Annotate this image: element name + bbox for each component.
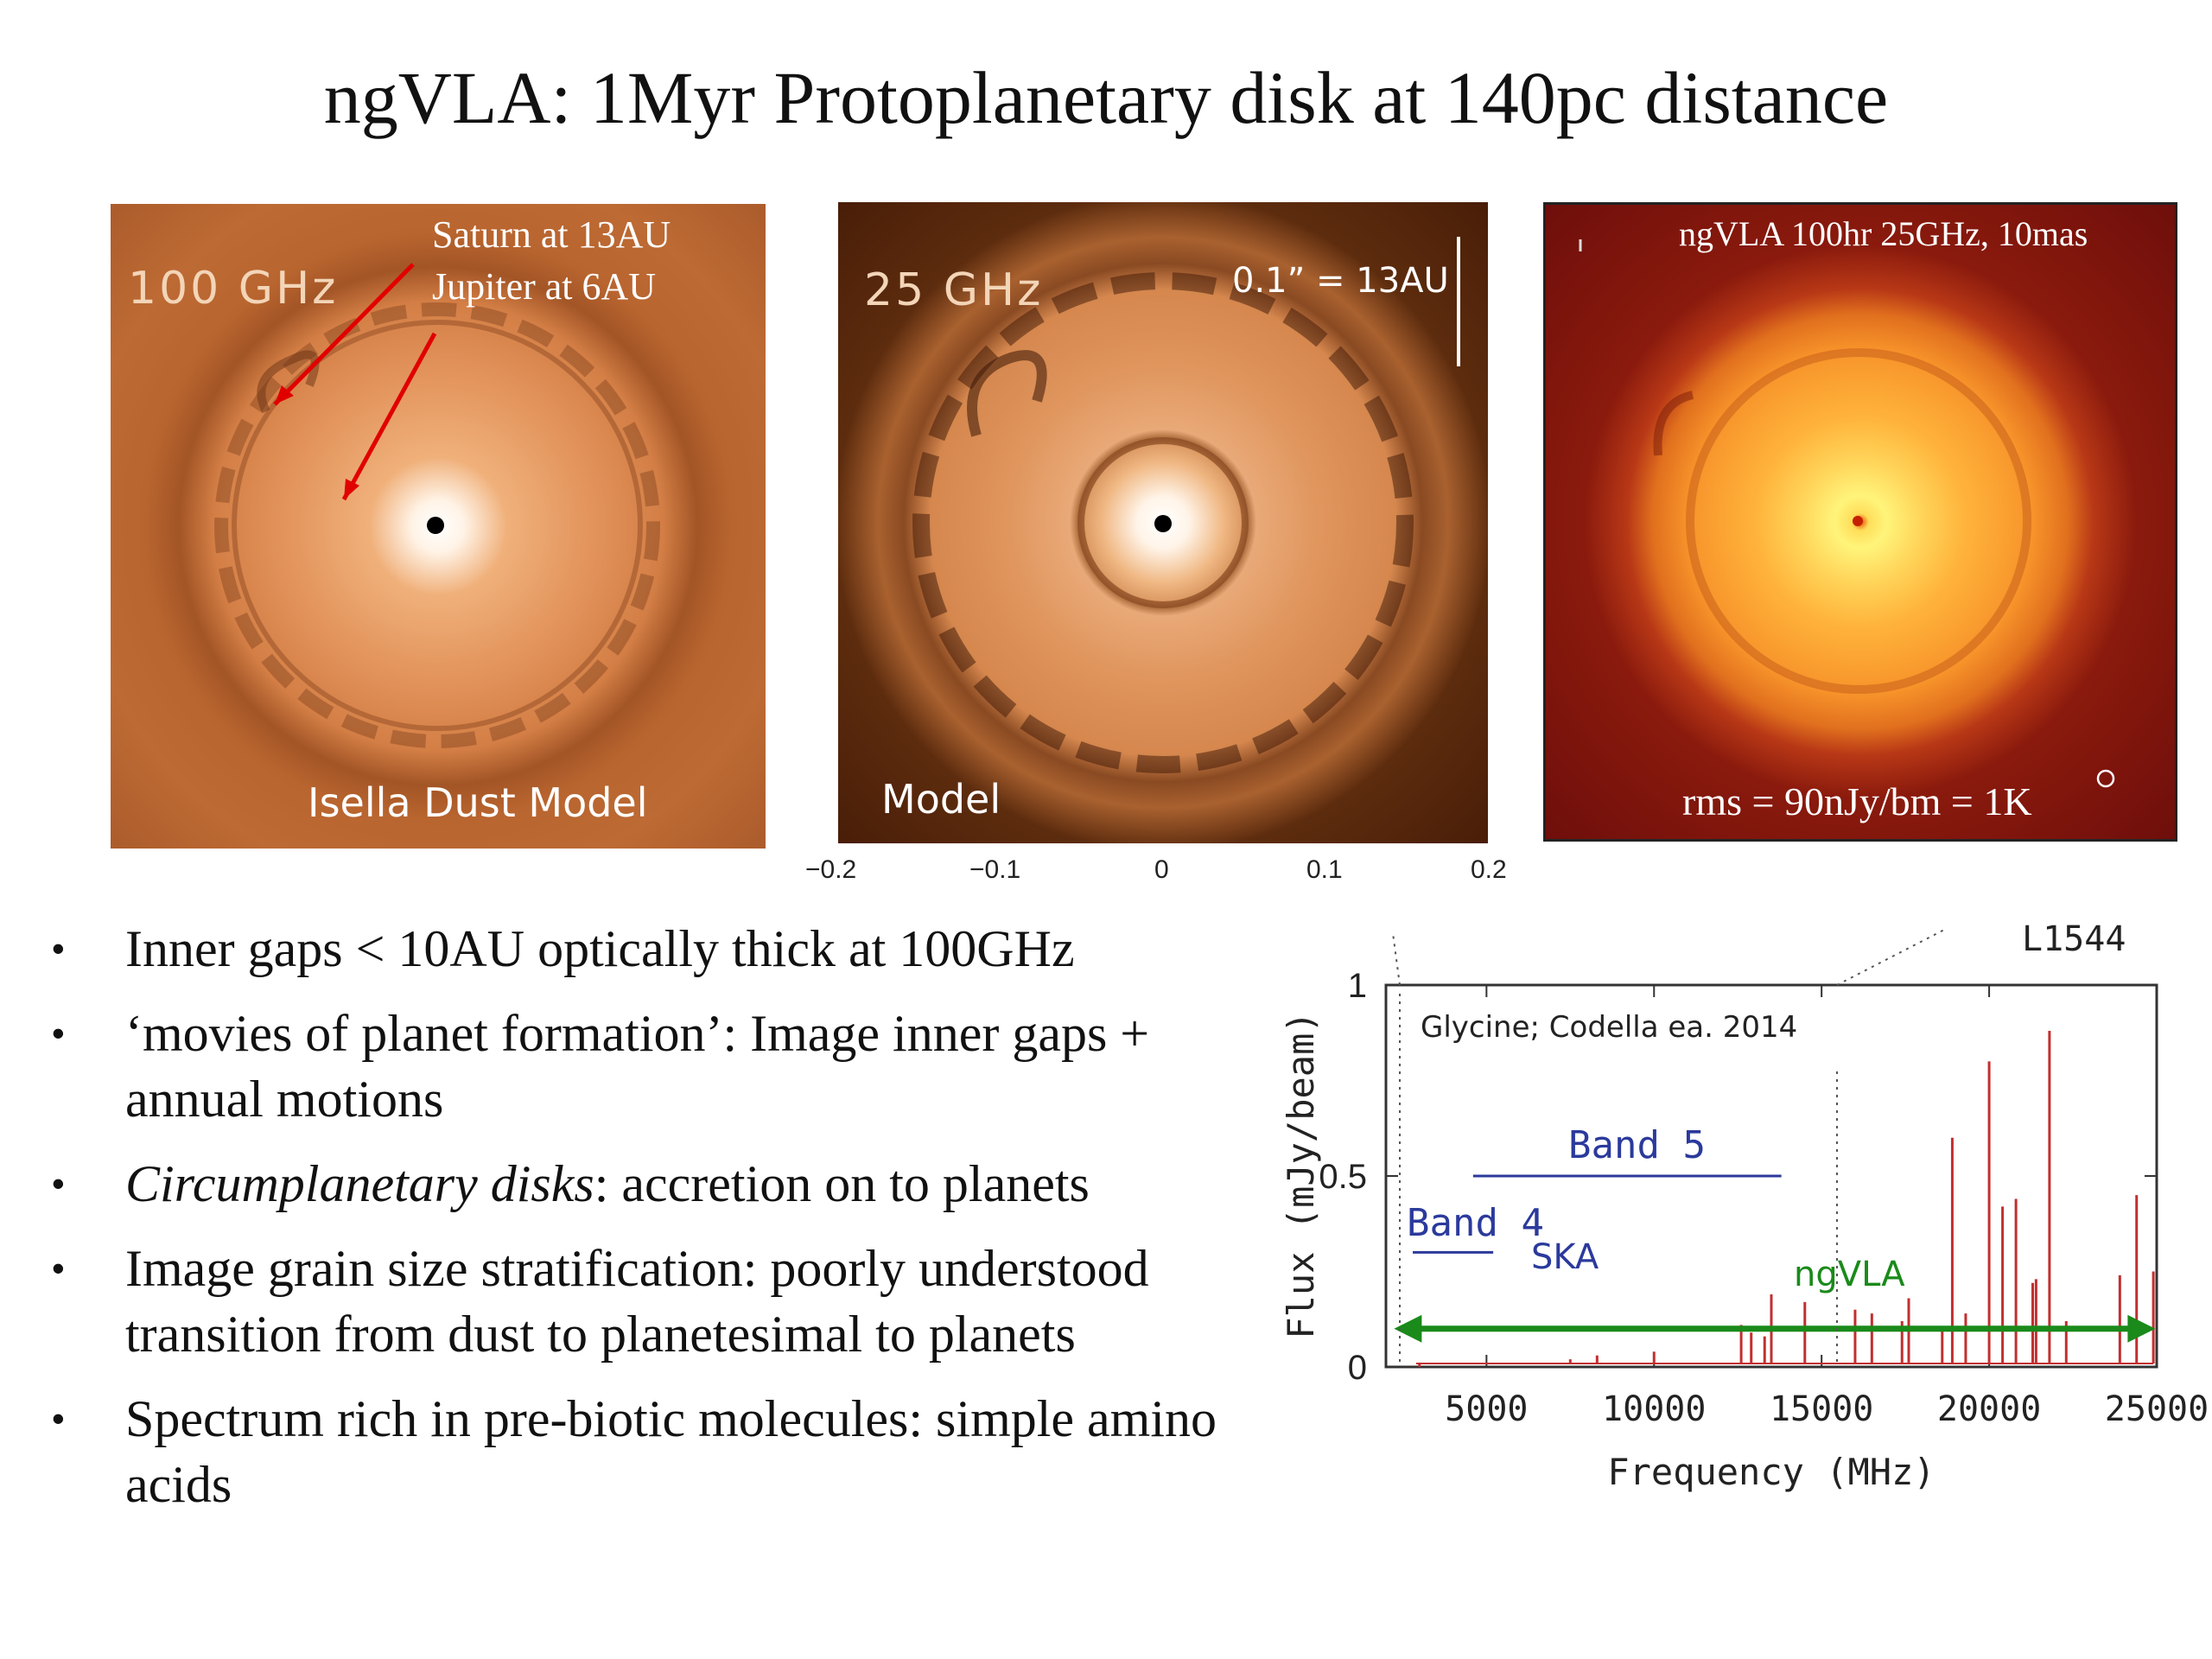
x-tick-label: 10000 xyxy=(1602,1389,1706,1429)
y-tick-label: 0.5 xyxy=(1319,1158,1367,1196)
bullet-text: Inner gaps < 10AU optically thick at 100… xyxy=(125,920,1075,977)
bullet-dot: • xyxy=(52,928,65,969)
star-dot xyxy=(1853,516,1863,526)
bullet-text: Spectrum rich in pre-biotic molecules: s… xyxy=(125,1390,1217,1513)
disk-rings-25ghz xyxy=(912,237,1460,773)
bullet-italic-text: Circumplanetary disks xyxy=(125,1155,594,1212)
guide-line xyxy=(1392,932,1401,986)
bullet-list: • Inner gaps < 10AU optically thick at 10… xyxy=(52,916,1236,1536)
axis-ticks: 5000 10000 15000 20000 25000 0 0.5 1 xyxy=(1319,967,2209,1429)
guide-line xyxy=(1836,929,1945,986)
bullet-item: • Image grain size stratification: poorly… xyxy=(52,1236,1236,1367)
bullet-text: ‘movies of planet formation’: Image inne… xyxy=(125,1005,1150,1128)
y-axis-label: Flux (mJy/beam) xyxy=(1280,1011,1322,1338)
bullet-dot: • xyxy=(52,1013,65,1053)
bullet-dot: • xyxy=(52,1398,65,1439)
x-tick-label: 20000 xyxy=(1937,1389,2041,1429)
jupiter-annotation: Jupiter at 6AU xyxy=(432,265,657,308)
panel-100ghz-image: 100 GHz Saturn at 13AU Jupiter at 6AU Is… xyxy=(111,204,766,849)
panel-caption: rms = 90nJy/bm = 1K xyxy=(1682,779,2032,823)
arrow-left xyxy=(1394,1314,1422,1343)
bullet-item: • Inner gaps < 10AU optically thick at 10… xyxy=(52,916,1236,982)
panel-header: ngVLA 100hr 25GHz, 10mas xyxy=(1679,214,2088,253)
panel-caption: Model xyxy=(881,776,1001,823)
scale-bar-label: 0.1” = 13AU xyxy=(1232,261,1449,301)
band-label: SKA xyxy=(1531,1237,1599,1277)
saturn-annotation: Saturn at 13AU xyxy=(432,213,671,256)
y-tick-label: 1 xyxy=(1348,967,1367,1005)
bullet-dot: • xyxy=(52,1163,65,1204)
x-tick-label: 15000 xyxy=(1770,1389,1873,1429)
bullet-dot: • xyxy=(52,1248,65,1288)
chart-title: L1544 xyxy=(2022,919,2126,959)
bullet-item: • Circumplanetary disks: accretion on to … xyxy=(52,1151,1236,1217)
band-ranges xyxy=(1394,1174,2156,1343)
star-dot xyxy=(1154,515,1172,532)
slide-title: ngVLA: 1Myr Protoplanetary disk at 140pc… xyxy=(323,56,1889,139)
bullet-text: : accretion on to planets xyxy=(594,1155,1090,1212)
spectrum-chart: 5000 10000 15000 20000 25000 0 0.5 1 L1544 Glyc… xyxy=(1280,919,2209,1493)
bullet-text: Image grain size stratification: poorly … xyxy=(125,1240,1149,1363)
x-tick-label: 0.2 xyxy=(1471,855,1507,884)
band-label: ngVLA xyxy=(1794,1255,1905,1294)
arrow-right xyxy=(2127,1314,2156,1343)
band-label: Band 4 xyxy=(1407,1201,1544,1245)
star-dot xyxy=(427,517,444,534)
disk-rings-100ghz xyxy=(214,263,660,748)
disk-structure-ngvla xyxy=(1579,239,2115,788)
x-tick-label: 0 xyxy=(1154,855,1169,884)
freq-label: 25 GHz xyxy=(864,264,1044,316)
x-axis-label: Frequency (MHz) xyxy=(1607,1451,1935,1493)
y-tick-label: 0 xyxy=(1348,1349,1367,1387)
panel-ngvla-image: ngVLA 100hr 25GHz, 10mas rms = 90nJy/bm … xyxy=(1543,202,2177,842)
bullet-item: • ‘movies of planet formation’: Image inn… xyxy=(52,1001,1236,1132)
x-tick-label: 5000 xyxy=(1445,1389,1528,1429)
panel-25ghz-model: 25 GHz 0.1” = 13AU Model xyxy=(838,202,1488,843)
x-tick-label: −0.2 xyxy=(805,855,857,884)
band-label: Band 5 xyxy=(1568,1123,1706,1167)
bullet-item: • Spectrum rich in pre-biotic molecules: … xyxy=(52,1386,1236,1517)
x-tick-label: −0.1 xyxy=(969,855,1021,884)
panel-caption: Isella Dust Model xyxy=(308,779,648,826)
chart-annotation: Glycine; Codella ea. 2014 xyxy=(1421,1010,1797,1045)
freq-label: 100 GHz xyxy=(128,263,339,315)
x-tick-label: 25000 xyxy=(2105,1389,2209,1429)
x-tick-label: 0.1 xyxy=(1306,855,1343,884)
spectrum-lines xyxy=(1415,1031,2155,1367)
